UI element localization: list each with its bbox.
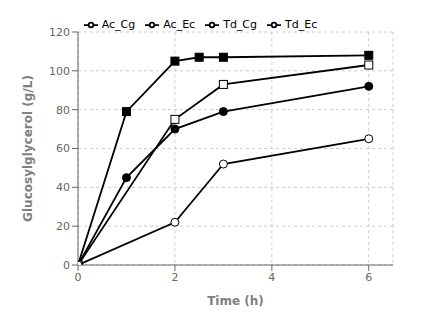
svg-text:120: 120 (49, 26, 70, 39)
html-text:Ac_Ec: Ac_Ec (163, 18, 196, 31)
svg-text:Glucosylglycerol (g/L): Glucosylglycerol (g/L) (21, 75, 35, 222)
html-text:Td_Cg: Td_Cg (223, 18, 257, 31)
svg-text:20: 20 (56, 220, 70, 233)
svg-text:100: 100 (49, 65, 70, 78)
svg-text:6: 6 (365, 271, 372, 284)
svg-text:4: 4 (268, 271, 275, 284)
svg-text:0: 0 (63, 259, 70, 272)
svg-text:0: 0 (75, 271, 82, 284)
svg-text:Time (h): Time (h) (207, 294, 264, 308)
svg-text:2: 2 (171, 271, 178, 284)
svg-text:80: 80 (56, 104, 70, 117)
svg-text:40: 40 (56, 181, 70, 194)
html-text:Ac_Cg: Ac_Cg (101, 18, 136, 31)
html-text:Td_Ec: Td_Ec (285, 18, 318, 31)
svg-text:60: 60 (56, 142, 70, 155)
